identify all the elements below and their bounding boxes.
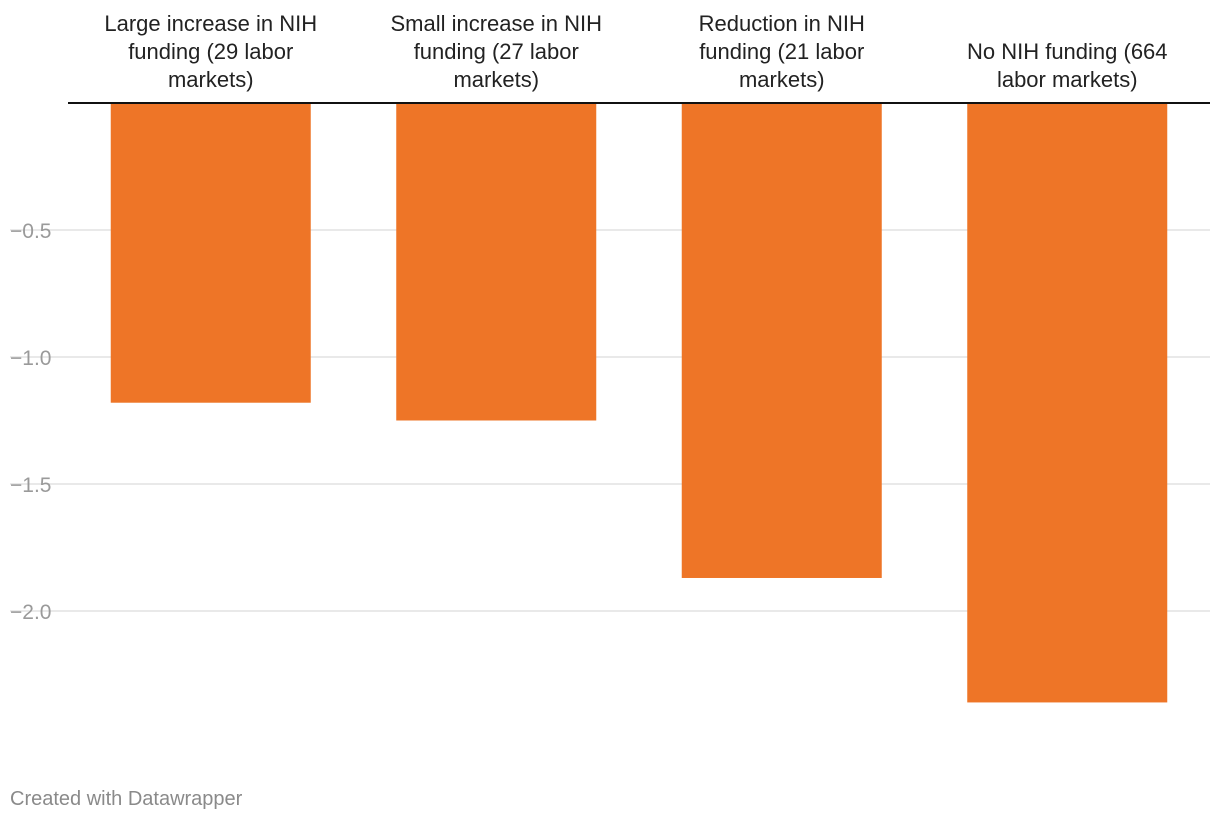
bar <box>396 103 597 421</box>
category-label-line: markets) <box>168 67 254 92</box>
category-label-line: funding (27 labor <box>414 39 579 64</box>
category-label: Reduction in NIH funding (21 labor markets… <box>699 11 865 92</box>
bar <box>967 103 1168 703</box>
y-axis-ticks: −0.5 −1.0 −1.5 −2.0 <box>10 220 51 624</box>
category-label-line: markets) <box>453 67 539 92</box>
category-labels: Large increase in NIH funding (29 labor ma… <box>104 11 1167 92</box>
y-tick-label: −1.0 <box>10 347 51 370</box>
bar <box>681 103 882 578</box>
category-label: Small increase in NIH funding (27 labor ma… <box>390 11 602 92</box>
category-label: No NIH funding (664 labor markets) <box>967 39 1168 92</box>
category-label-line: labor markets) <box>997 67 1138 92</box>
category-label-line: markets) <box>739 67 825 92</box>
category-label-line: No NIH funding (664 <box>967 39 1168 64</box>
credit-text: Created with Datawrapper <box>10 788 243 810</box>
category-label-line: Reduction in NIH <box>699 11 865 36</box>
category-label: Large increase in NIH funding (29 labor ma… <box>104 11 317 92</box>
bars <box>110 103 1168 703</box>
category-label-line: Large increase in NIH <box>104 11 317 36</box>
y-tick-label: −1.5 <box>10 474 51 497</box>
y-tick-label: −0.5 <box>10 220 51 243</box>
category-label-line: Small increase in NIH <box>390 11 602 36</box>
category-label-line: funding (29 labor <box>128 39 293 64</box>
y-tick-label: −2.0 <box>10 601 51 624</box>
category-label-line: funding (21 labor <box>699 39 864 64</box>
bar <box>110 103 311 403</box>
